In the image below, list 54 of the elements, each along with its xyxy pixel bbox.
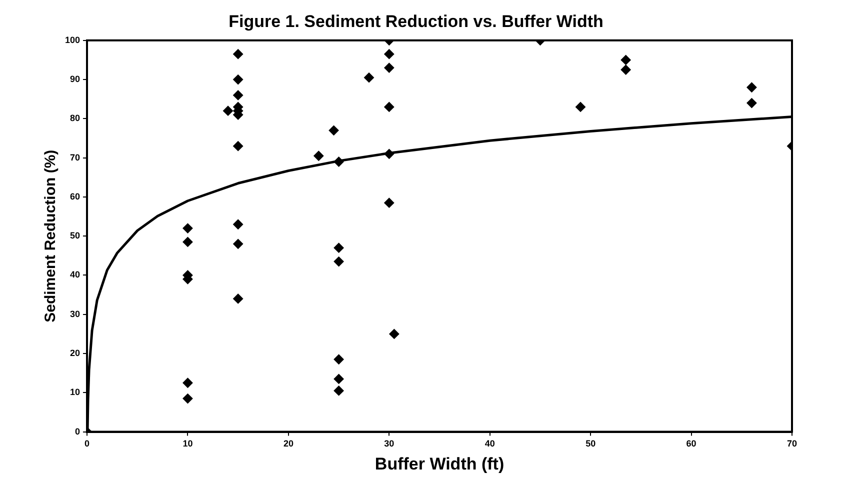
x-tick-label: 70 bbox=[786, 438, 798, 449]
point bbox=[334, 354, 344, 364]
point bbox=[389, 328, 400, 339]
point bbox=[384, 62, 394, 73]
point bbox=[334, 256, 344, 267]
point bbox=[182, 223, 193, 234]
point bbox=[233, 238, 244, 249]
point bbox=[182, 236, 193, 247]
y-tick-label: 70 bbox=[70, 152, 80, 162]
point bbox=[384, 148, 394, 159]
point bbox=[620, 64, 631, 75]
chart-title: Figure 1. Sediment Reduction vs. Buffer Width bbox=[228, 12, 604, 31]
y-tick-label: 100 bbox=[64, 34, 80, 45]
point bbox=[233, 74, 244, 85]
x-axis-title: Buffer Width (ft) bbox=[374, 454, 504, 474]
point bbox=[182, 394, 193, 404]
point bbox=[364, 72, 374, 83]
y-tick-label: 50 bbox=[70, 230, 80, 241]
point bbox=[384, 49, 394, 60]
y-tick-label: 80 bbox=[70, 113, 80, 124]
y-tick-label: 30 bbox=[70, 308, 80, 319]
point bbox=[576, 102, 586, 112]
x-tick-label: 10 bbox=[182, 438, 193, 449]
y-tick-label: 90 bbox=[70, 74, 80, 84]
point bbox=[233, 141, 244, 152]
point bbox=[334, 386, 344, 396]
point bbox=[746, 82, 757, 92]
y-tick-label: 20 bbox=[70, 348, 80, 358]
point bbox=[334, 242, 344, 253]
point bbox=[182, 378, 193, 388]
point bbox=[328, 125, 339, 136]
y-tick-label: 0 bbox=[75, 426, 80, 436]
point bbox=[334, 374, 344, 384]
point bbox=[384, 102, 394, 112]
x-tick-label: 60 bbox=[686, 438, 696, 449]
x-tick-label: 20 bbox=[283, 438, 294, 449]
point bbox=[233, 219, 244, 230]
x-tick-label: 30 bbox=[384, 438, 394, 449]
point bbox=[334, 156, 344, 167]
y-tick-label: 60 bbox=[70, 191, 80, 202]
y-tick-label: 40 bbox=[70, 270, 80, 280]
point bbox=[746, 98, 757, 108]
point bbox=[223, 106, 234, 116]
point bbox=[233, 294, 244, 304]
point bbox=[233, 49, 244, 60]
point bbox=[384, 198, 394, 208]
x-tick-label: 40 bbox=[484, 438, 495, 449]
x-tick-label: 0 bbox=[84, 438, 90, 449]
y-axis-title: Sediment Reduction (%) bbox=[42, 150, 60, 322]
x-tick-label: 50 bbox=[586, 438, 596, 449]
point bbox=[620, 54, 631, 65]
point bbox=[314, 150, 324, 161]
point bbox=[233, 90, 244, 100]
y-tick-label: 10 bbox=[70, 387, 80, 398]
